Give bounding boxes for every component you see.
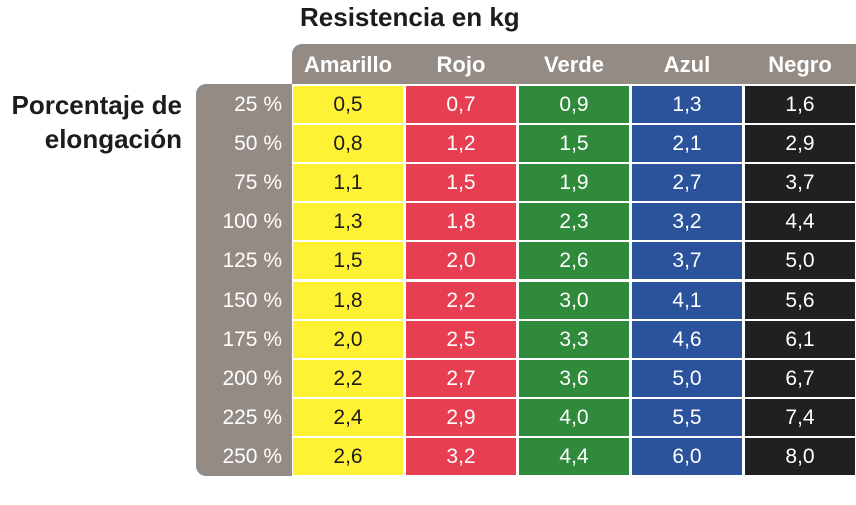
row-label: 200 % [222, 366, 282, 390]
table-cell-verde: 0,9 [519, 86, 629, 123]
table-cell-amarillo: 2,4 [293, 398, 403, 436]
table-cell-rojo: 2,9 [406, 398, 516, 436]
table-cell-verde: 1,9 [519, 164, 629, 202]
table-cell-amarillo: 0,5 [293, 86, 403, 123]
table-cell-verde: 3,3 [519, 320, 629, 358]
row-header-bar [196, 84, 292, 476]
row-label: 225 % [222, 405, 282, 429]
column-header-azul: Azul [663, 52, 711, 77]
table-cell-negro: 8,0 [745, 437, 855, 475]
table-cell-negro: 6,7 [745, 359, 855, 397]
table-cell-rojo: 3,2 [406, 437, 516, 475]
table-cell-azul: 2,7 [632, 164, 742, 202]
column-header-negro: Negro [768, 52, 832, 77]
table-cell-rojo: 2,0 [406, 242, 516, 280]
row-label: 50 % [234, 132, 282, 156]
chart-title: Resistencia en kg [300, 2, 520, 32]
row-axis-label: Porcentaje de elongación [11, 90, 182, 154]
table-cell-verde: 3,0 [519, 281, 629, 319]
table-cell-rojo: 1,5 [406, 164, 516, 202]
table-cell-verde: 2,3 [519, 203, 629, 241]
table-cell-negro: 1,6 [745, 86, 855, 123]
table-cell-amarillo: 1,8 [293, 281, 403, 319]
table-cell-verde: 2,6 [519, 242, 629, 280]
row-label: 175 % [222, 327, 282, 351]
column-header-bar [292, 44, 856, 84]
table-cell-rojo: 1,8 [406, 203, 516, 241]
table-cell-amarillo: 2,0 [293, 320, 403, 358]
table-cell-rojo: 0,7 [406, 86, 516, 123]
table-cell-azul: 6,0 [632, 437, 742, 475]
table-cell-negro: 6,1 [745, 320, 855, 358]
table-cell-amarillo: 2,6 [293, 437, 403, 475]
table-cell-azul: 2,1 [632, 125, 742, 163]
row-label: 125 % [222, 249, 282, 273]
table-cell-negro: 2,9 [745, 125, 855, 163]
table-cell-azul: 4,6 [632, 320, 742, 358]
row-label: 250 % [222, 444, 282, 468]
row-label: 150 % [222, 288, 282, 312]
table-cell-amarillo: 0,8 [293, 125, 403, 163]
row-label: 100 % [222, 210, 282, 234]
table-cell-azul: 4,1 [632, 281, 742, 319]
table-cell-negro: 3,7 [745, 164, 855, 202]
column-header-verde: Verde [544, 52, 604, 77]
table-cell-rojo: 2,7 [406, 359, 516, 397]
table-cell-azul: 5,5 [632, 398, 742, 436]
table-cell-azul: 3,7 [632, 242, 742, 280]
table-cell-azul: 3,2 [632, 203, 742, 241]
row-label: 25 % [234, 93, 282, 116]
table-cell-azul: 5,0 [632, 359, 742, 397]
table-cell-negro: 5,0 [745, 242, 855, 280]
table-cell-verde: 3,6 [519, 359, 629, 397]
table-cell-verde: 4,4 [519, 437, 629, 475]
table-cell-azul: 1,3 [632, 86, 742, 123]
table-cell-negro: 5,6 [745, 281, 855, 319]
table-cell-amarillo: 2,2 [293, 359, 403, 397]
table-cell-verde: 1,5 [519, 125, 629, 163]
table-cell-verde: 4,0 [519, 398, 629, 436]
table-cell-rojo: 2,5 [406, 320, 516, 358]
table-cell-amarillo: 1,1 [293, 164, 403, 202]
table-cell-amarillo: 1,5 [293, 242, 403, 280]
table-cell-rojo: 2,2 [406, 281, 516, 319]
row-label: 75 % [234, 171, 282, 195]
table-cell-negro: 7,4 [745, 398, 855, 436]
table-cell-negro: 4,4 [745, 203, 855, 241]
table-cell-amarillo: 1,3 [293, 203, 403, 241]
column-header-amarillo: Amarillo [303, 52, 393, 77]
table-cell-rojo: 1,2 [406, 125, 516, 163]
column-header-rojo: Rojo [436, 52, 486, 77]
